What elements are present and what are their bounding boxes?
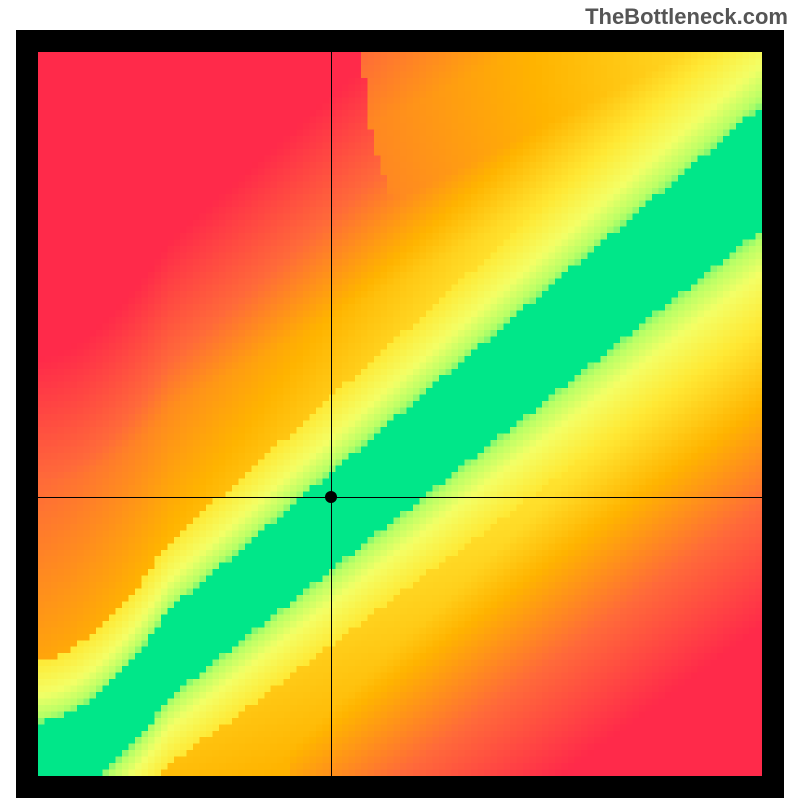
bottleneck-heatmap [38,52,762,776]
marker-point [325,491,337,503]
crosshair-vertical [331,52,332,776]
watermark-text: TheBottleneck.com [585,4,788,30]
crosshair-horizontal [38,497,762,498]
